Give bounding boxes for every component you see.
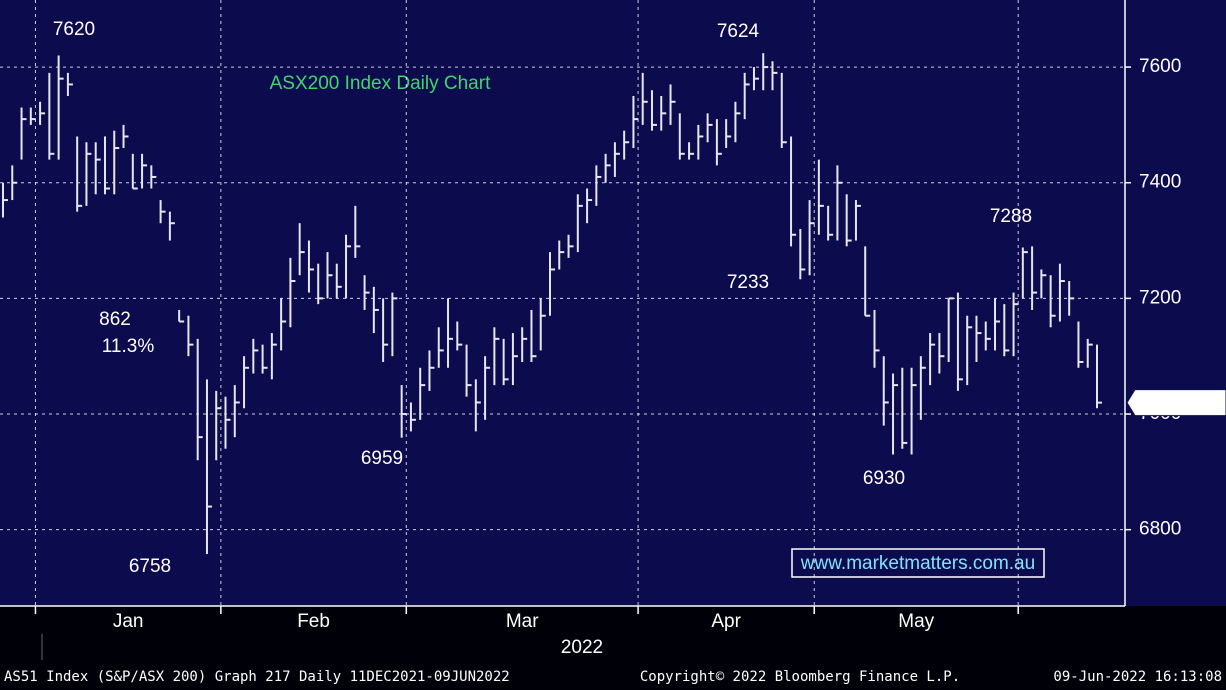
annotation: 7620	[53, 19, 95, 40]
x-tick-label: Apr	[711, 611, 741, 632]
y-tick-label: 6800	[1139, 519, 1181, 540]
x-tick-label: Jan	[113, 611, 144, 632]
watermark-box	[791, 548, 1045, 578]
plot-background	[0, 0, 1226, 606]
annotation: 6758	[129, 556, 171, 577]
footer-center: Copyright© 2022 Bloomberg Finance L.P.	[640, 669, 960, 685]
last-price-label: 7019.700	[1137, 392, 1212, 412]
annotation: 862	[99, 309, 131, 330]
footer-left: AS51 Index (S&P/ASX 200) Graph 217 Daily…	[4, 669, 510, 685]
annotation: 11.3%	[102, 336, 155, 357]
y-tick-label: 7400	[1139, 172, 1181, 193]
footer-right: 09-Jun-2022 16:13:08	[1053, 669, 1222, 685]
x-tick-label: May	[898, 611, 934, 632]
annotation: 6959	[361, 448, 403, 469]
x-tick-label: Mar	[506, 611, 539, 632]
year-label: 2022	[561, 637, 603, 658]
annotation: 7624	[717, 21, 760, 42]
x-tick-label: Feb	[297, 611, 330, 632]
annotation: 7233	[727, 272, 769, 293]
y-tick-label: 7600	[1139, 56, 1181, 77]
annotation: 6930	[863, 468, 905, 489]
annotation: 7288	[990, 206, 1032, 227]
watermark: www.marketmatters.com.au	[800, 553, 1035, 574]
y-tick-label: 7200	[1139, 287, 1181, 308]
last-price-box	[1126, 389, 1226, 417]
chart-title: ASX200 Index Daily Chart	[270, 73, 491, 94]
